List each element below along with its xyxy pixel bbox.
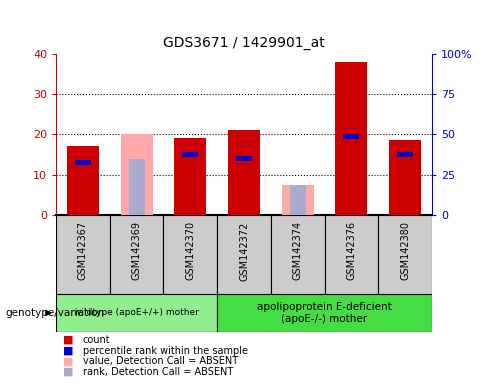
Text: GSM142372: GSM142372 [239,221,249,281]
Bar [129,159,144,215]
Text: count: count [83,335,111,345]
Text: GSM142376: GSM142376 [346,221,356,280]
Bar [335,62,367,215]
Text: rank, Detection Call = ABSENT: rank, Detection Call = ABSENT [83,367,233,377]
Bar [217,215,271,294]
Text: GSM142374: GSM142374 [293,221,303,280]
Text: ■: ■ [63,346,74,356]
Bar [183,152,198,157]
Bar [344,134,359,139]
Bar [282,185,314,215]
Bar [236,156,252,161]
Bar [110,215,163,294]
Text: GSM142367: GSM142367 [78,221,88,280]
Bar [290,185,305,215]
Text: apolipoprotein E-deficient
(apoE-/-) mother: apolipoprotein E-deficient (apoE-/-) mot… [257,302,392,324]
Text: GSM142369: GSM142369 [132,221,142,280]
Text: GSM142370: GSM142370 [185,221,195,280]
Bar [378,215,432,294]
Bar [163,215,217,294]
Bar [67,146,99,215]
Bar [271,215,325,294]
Text: ■: ■ [63,367,74,377]
Bar [397,152,413,157]
Text: wildtype (apoE+/+) mother: wildtype (apoE+/+) mother [74,308,199,318]
Bar [56,294,217,332]
Bar [217,294,432,332]
Text: value, Detection Call = ABSENT: value, Detection Call = ABSENT [83,356,238,366]
Bar [325,215,378,294]
Text: genotype/variation: genotype/variation [5,308,104,318]
Bar [228,131,260,215]
Text: ■: ■ [63,335,74,345]
Text: ■: ■ [63,356,74,366]
Bar [121,134,153,215]
Text: percentile rank within the sample: percentile rank within the sample [83,346,248,356]
Text: GSM142380: GSM142380 [400,221,410,280]
Bar [75,160,91,165]
Bar [174,139,206,215]
Bar [56,215,110,294]
Bar [389,141,421,215]
Title: GDS3671 / 1429901_at: GDS3671 / 1429901_at [163,36,325,50]
